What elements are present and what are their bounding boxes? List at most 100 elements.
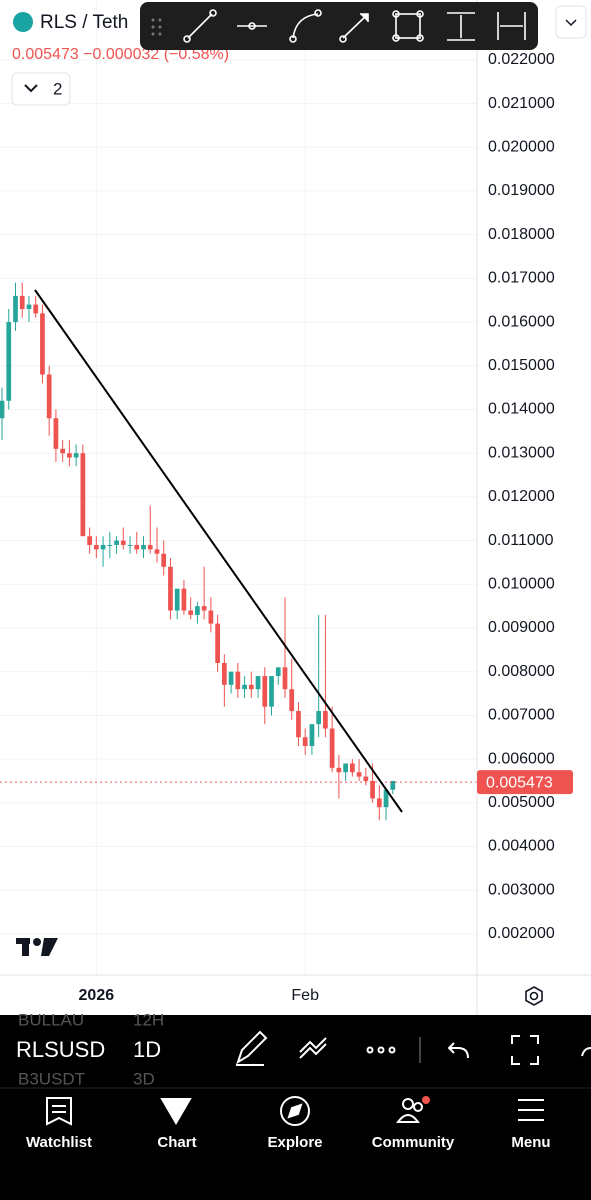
y-tick-label: 0.021000 [488,95,555,112]
candle-body [73,453,79,458]
drawing-toolbar [140,2,538,50]
candle-body [0,400,5,419]
nav-label[interactable]: Menu [511,1134,550,1151]
rect-tool[interactable] [392,10,424,42]
y-tick-label: 0.015000 [488,357,555,374]
candle-body [6,322,12,401]
nav-label[interactable]: Watchlist [26,1134,92,1151]
curve-tool[interactable] [289,9,322,43]
y-tick-label: 0.011000 [488,532,554,549]
y-tick-label: 0.014000 [488,401,555,418]
faded-interval: 12H [133,1010,164,1029]
candle-body [316,711,322,725]
more-icon[interactable] [366,1046,396,1054]
arrow-tool[interactable] [339,13,369,43]
draw-icon[interactable] [236,1030,268,1066]
chart-icon[interactable] [160,1098,192,1125]
trend-line[interactable] [34,289,403,813]
x-tick-label: 2026 [79,987,115,1004]
candle-body [80,453,86,537]
candle-body [26,304,32,309]
nav: Watchlist Chart Explore Community Menu [26,1134,551,1151]
candle-body [390,780,396,790]
candle-body [161,553,167,567]
candle-body [282,667,288,690]
candle-body [302,737,308,746]
candle-body [181,588,187,611]
toolbar-symbol[interactable]: RLSUSD [16,1037,105,1062]
candle-body [141,544,146,550]
candle-body [329,728,335,768]
candle-body [269,676,274,707]
x-tick-label: Feb [291,987,319,1004]
dropdown[interactable] [555,5,587,39]
chart-bg [0,0,591,1015]
candle-body [114,540,119,545]
chevron [24,84,38,93]
candle-body [40,313,45,375]
hline-tool[interactable] [237,22,267,30]
candle-body [127,544,133,546]
y-tick-label: 0.002000 [488,925,555,942]
plot [0,0,477,975]
faded-symbol: B3USDT [18,1069,85,1088]
candle-body [46,374,52,419]
symbol[interactable]: RLS / Teth [40,12,128,33]
candle-body [120,540,126,545]
candle-body [376,798,382,808]
candle-body [33,304,39,314]
community-icon[interactable] [396,1098,423,1123]
faded-interval: 3D [133,1069,155,1088]
y-tick-label: 0.009000 [488,619,555,636]
y-tick-label: 0.007000 [488,707,555,724]
candle-body [275,667,281,677]
y-tick-label: 0.005000 [488,794,555,811]
y-tick-label: 0.018000 [488,226,555,243]
candle-body [228,671,234,685]
candle-body [248,684,254,690]
y-tick-label: 0.020000 [488,138,555,155]
last-price-label: 0.005473 [486,774,553,791]
watchlist-icon[interactable] [46,1097,72,1126]
candle-body [242,684,247,690]
candle-body [235,671,241,690]
indicators-count: 2 [53,79,62,98]
candle-body [343,763,348,773]
indicator-icon[interactable] [299,1037,327,1059]
y-tick-label: 0.013000 [488,444,555,461]
y-tick-label: 0.016000 [488,313,555,330]
candle-body [168,566,173,611]
candle-body [53,418,59,449]
candle-body [154,549,160,554]
candle-body [296,711,301,738]
candle-body [147,544,153,550]
candle-body [262,676,268,707]
trend-tool[interactable] [183,9,217,43]
nav-label[interactable]: Community [372,1134,455,1151]
undo-icon[interactable] [447,1042,469,1059]
candle-body [350,763,355,773]
y-tick-label: 0.019000 [488,182,555,199]
nav-label[interactable]: Explore [267,1134,322,1151]
toolbar-interval[interactable]: 1D [133,1037,161,1062]
faded-symbol: BULLAU [18,1010,84,1029]
explore-icon[interactable] [280,1096,310,1126]
date-range-tool[interactable] [497,12,526,40]
fullscreen-icon[interactable] [511,1035,539,1065]
price-range-tool[interactable] [447,12,475,41]
candle-body [221,662,227,685]
indicators-button[interactable] [11,72,71,106]
candle-body [323,711,328,729]
y-tick-label: 0.003000 [488,881,555,898]
settings[interactable] [525,986,543,1006]
candle-body [87,536,92,545]
candle-body [363,776,369,781]
candle-body [356,772,362,777]
candle-body [201,606,207,611]
last-price-box [477,770,573,795]
y-tick-label: 0.004000 [488,838,555,855]
candle-body [188,610,194,615]
candle-body [174,588,180,611]
menu-icon[interactable] [518,1099,544,1121]
nav-label[interactable]: Chart [157,1134,196,1151]
